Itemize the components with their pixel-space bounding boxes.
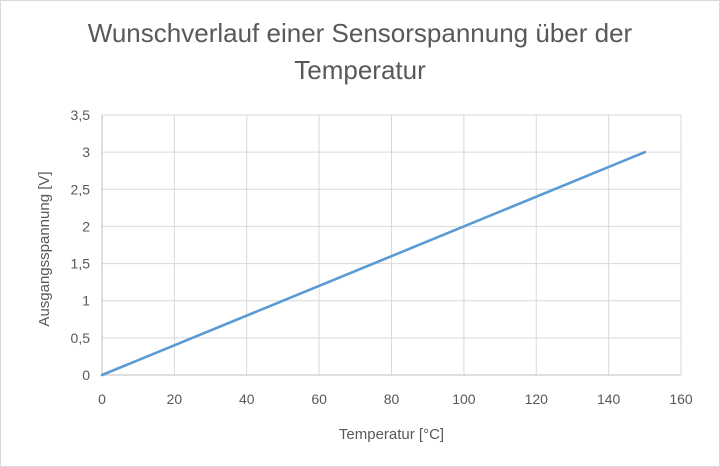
y-tick-label: 2,5 — [71, 181, 91, 197]
x-tick-label: 60 — [311, 391, 327, 407]
y-tick-label: 3,5 — [71, 107, 91, 123]
y-tick-labels: 0 0,5 1 1,5 2 2,5 3 3,5 — [71, 107, 91, 383]
x-tick-label: 20 — [167, 391, 183, 407]
y-tick-label: 0,5 — [71, 330, 91, 346]
y-tick-label: 3 — [82, 144, 90, 160]
y-axis-title: Ausgangsspannung [V] — [36, 171, 53, 326]
y-tick-label: 0 — [82, 367, 90, 383]
x-tick-label: 120 — [525, 391, 549, 407]
x-tick-label: 80 — [384, 391, 400, 407]
x-axis-title: Temperatur [°C] — [339, 426, 444, 443]
chart-title: Wunschverlauf einer Sensorspannung über … — [1, 15, 719, 89]
axes — [101, 115, 681, 376]
y-tick-label: 2 — [82, 218, 90, 234]
x-tick-label: 100 — [452, 391, 476, 407]
x-tick-label: 40 — [239, 391, 255, 407]
y-tick-label: 1 — [82, 293, 90, 309]
y-tick-label: 1,5 — [71, 256, 91, 272]
x-tick-label: 160 — [669, 391, 693, 407]
series-group — [100, 150, 647, 377]
x-tick-label: 140 — [597, 391, 621, 407]
gridlines — [102, 114, 682, 375]
x-tick-label: 0 — [98, 391, 106, 407]
chart-title-line-2: Temperatur — [294, 55, 426, 85]
chart-title-line-1: Wunschverlauf einer Sensorspannung über … — [87, 18, 633, 48]
series-line — [100, 150, 647, 377]
x-tick-labels: 0 20 40 60 80 100 120 140 160 — [98, 391, 693, 407]
